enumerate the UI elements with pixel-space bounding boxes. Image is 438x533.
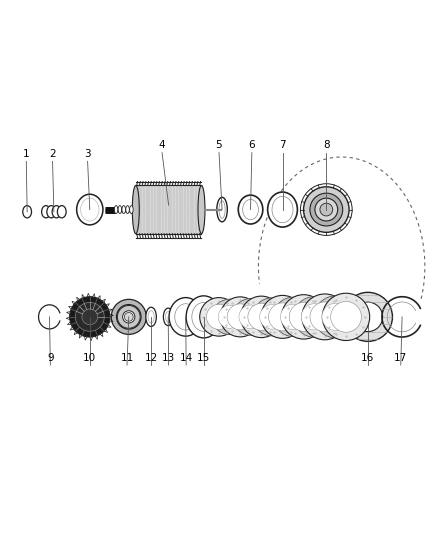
- Ellipse shape: [130, 206, 133, 214]
- Text: 9: 9: [47, 353, 54, 363]
- Text: 4: 4: [159, 140, 166, 150]
- Ellipse shape: [114, 206, 118, 214]
- Ellipse shape: [166, 312, 171, 322]
- Ellipse shape: [310, 302, 340, 332]
- Ellipse shape: [272, 197, 293, 223]
- Ellipse shape: [322, 303, 349, 330]
- Ellipse shape: [148, 311, 154, 323]
- Ellipse shape: [304, 187, 349, 232]
- Ellipse shape: [192, 302, 215, 332]
- Ellipse shape: [132, 185, 139, 233]
- Ellipse shape: [124, 312, 133, 321]
- Ellipse shape: [301, 304, 327, 330]
- Ellipse shape: [294, 296, 335, 337]
- Ellipse shape: [122, 206, 125, 214]
- Ellipse shape: [320, 203, 333, 216]
- Ellipse shape: [218, 305, 241, 328]
- Ellipse shape: [289, 302, 318, 332]
- Ellipse shape: [253, 298, 291, 336]
- Text: 14: 14: [180, 353, 193, 363]
- Ellipse shape: [314, 296, 357, 338]
- Text: 13: 13: [162, 353, 175, 363]
- Ellipse shape: [219, 201, 225, 219]
- Text: 11: 11: [120, 353, 134, 363]
- Text: 7: 7: [279, 140, 286, 150]
- Text: 3: 3: [84, 149, 91, 159]
- Ellipse shape: [322, 293, 370, 341]
- Ellipse shape: [227, 304, 253, 330]
- Ellipse shape: [117, 305, 140, 328]
- Ellipse shape: [42, 206, 50, 218]
- Text: 12: 12: [145, 353, 158, 363]
- Ellipse shape: [77, 194, 103, 225]
- Ellipse shape: [240, 296, 282, 337]
- FancyBboxPatch shape: [136, 185, 201, 233]
- Ellipse shape: [70, 297, 110, 337]
- Text: 15: 15: [197, 353, 210, 363]
- Ellipse shape: [343, 292, 392, 342]
- Ellipse shape: [212, 299, 247, 335]
- Text: 1: 1: [23, 149, 30, 159]
- Text: 10: 10: [83, 353, 96, 363]
- Ellipse shape: [261, 295, 304, 338]
- Ellipse shape: [47, 206, 56, 218]
- Text: 17: 17: [394, 353, 407, 363]
- Ellipse shape: [239, 305, 262, 329]
- Ellipse shape: [238, 195, 263, 224]
- Ellipse shape: [315, 198, 338, 221]
- Ellipse shape: [169, 297, 202, 336]
- Ellipse shape: [52, 206, 61, 218]
- Ellipse shape: [273, 297, 313, 336]
- Ellipse shape: [260, 305, 284, 329]
- Ellipse shape: [146, 307, 156, 327]
- Ellipse shape: [331, 302, 361, 332]
- Ellipse shape: [220, 297, 260, 337]
- Ellipse shape: [57, 206, 66, 218]
- Ellipse shape: [23, 206, 32, 218]
- Ellipse shape: [282, 295, 326, 339]
- Ellipse shape: [268, 303, 297, 331]
- Ellipse shape: [118, 206, 122, 214]
- Ellipse shape: [126, 206, 129, 214]
- Ellipse shape: [200, 297, 238, 336]
- Ellipse shape: [82, 309, 98, 325]
- Text: 16: 16: [361, 353, 374, 363]
- Ellipse shape: [233, 298, 269, 335]
- Ellipse shape: [353, 302, 383, 332]
- Ellipse shape: [302, 294, 348, 340]
- Ellipse shape: [117, 304, 141, 329]
- Ellipse shape: [243, 199, 258, 220]
- Ellipse shape: [75, 302, 104, 332]
- Ellipse shape: [310, 193, 343, 226]
- Ellipse shape: [123, 311, 135, 323]
- Text: 6: 6: [248, 140, 255, 150]
- Ellipse shape: [111, 300, 146, 334]
- Text: 2: 2: [49, 149, 56, 159]
- Text: 5: 5: [215, 140, 223, 150]
- Ellipse shape: [217, 197, 227, 222]
- Ellipse shape: [175, 304, 197, 330]
- Ellipse shape: [186, 296, 221, 338]
- Ellipse shape: [248, 303, 275, 330]
- Ellipse shape: [268, 192, 297, 227]
- Ellipse shape: [163, 308, 173, 326]
- Ellipse shape: [81, 198, 99, 221]
- Ellipse shape: [198, 185, 205, 233]
- Text: 8: 8: [323, 140, 330, 150]
- Ellipse shape: [206, 304, 232, 329]
- Ellipse shape: [280, 304, 306, 329]
